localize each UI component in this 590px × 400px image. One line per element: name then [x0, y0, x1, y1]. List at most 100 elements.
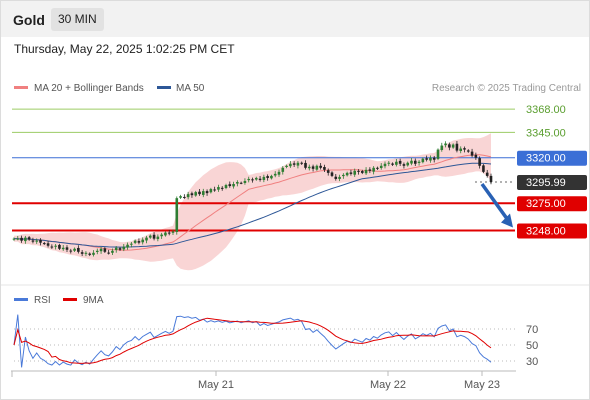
candle	[440, 142, 444, 152]
candle	[160, 232, 163, 239]
candle-body	[463, 148, 466, 150]
resistance-label-3345.00: 3345.00	[526, 127, 566, 139]
candle	[39, 238, 42, 246]
candle	[239, 181, 243, 185]
candle-body	[432, 157, 436, 160]
candle-body	[236, 181, 239, 184]
candle-body	[379, 165, 383, 169]
candle-body	[88, 253, 92, 255]
candle-body	[190, 193, 194, 196]
candle-body	[323, 167, 326, 170]
candle-body	[84, 252, 88, 254]
candle-body	[455, 143, 459, 151]
candle	[103, 247, 107, 254]
candle	[209, 187, 213, 194]
candle	[383, 161, 387, 169]
candle	[466, 149, 470, 153]
candle	[171, 229, 175, 235]
candle-body	[171, 231, 175, 233]
candle	[42, 241, 46, 245]
candle-body	[107, 252, 110, 254]
candle	[95, 248, 99, 255]
candle-body	[262, 176, 266, 180]
candle-body	[145, 237, 148, 241]
ma50-line	[14, 162, 492, 248]
candle	[478, 156, 481, 169]
candle-body	[296, 162, 300, 166]
candle	[349, 169, 353, 176]
candle-body	[58, 244, 61, 249]
rsi-line	[13, 314, 492, 368]
rsi-tick-30: 30	[526, 356, 538, 368]
candle	[387, 161, 391, 167]
candle	[364, 167, 368, 175]
ma20-legend-label: MA 20 + Bollinger Bands	[34, 83, 144, 94]
candle-body	[183, 196, 186, 198]
candle-body	[270, 175, 273, 179]
candle-body	[281, 167, 285, 172]
candle-body	[410, 160, 413, 164]
candle	[190, 191, 194, 198]
candle-body	[448, 144, 451, 148]
candle-body	[35, 240, 39, 242]
candle	[398, 158, 402, 166]
candle	[436, 148, 440, 161]
candle-body	[65, 247, 69, 250]
candle	[304, 160, 307, 170]
instrument-title: Gold	[13, 12, 45, 28]
candle-body	[73, 248, 76, 251]
candle	[474, 152, 478, 160]
candle-body	[179, 196, 182, 198]
candle-body	[417, 161, 421, 163]
candle	[130, 241, 133, 248]
candle-body	[77, 247, 80, 252]
bollinger-band-area	[14, 133, 491, 271]
candle	[46, 240, 50, 248]
candle	[376, 166, 379, 171]
candle	[31, 237, 35, 244]
candle	[220, 186, 224, 191]
candle	[224, 183, 228, 190]
candle	[292, 161, 296, 167]
candle-body	[42, 243, 46, 245]
candle	[270, 174, 273, 180]
pivot-badge-3320.00	[517, 150, 587, 166]
candle	[183, 194, 186, 199]
candle-body	[300, 162, 304, 164]
timeframe-button[interactable]: 30 MIN	[51, 8, 104, 31]
candle-body	[175, 198, 179, 232]
candle	[92, 250, 95, 257]
candle-body	[194, 192, 198, 196]
candle-body	[118, 248, 122, 250]
candle	[77, 245, 80, 254]
candle-body	[466, 150, 470, 152]
candle-body	[198, 191, 201, 195]
candle	[137, 238, 141, 245]
candle	[12, 237, 16, 241]
candle	[258, 176, 262, 182]
candle-body	[402, 164, 406, 166]
candle-body	[387, 162, 391, 164]
candle	[334, 173, 338, 181]
candle	[266, 174, 269, 181]
candle-body	[338, 176, 341, 179]
candle	[273, 171, 277, 178]
candle-body	[114, 247, 118, 250]
ma50-legend-label: MA 50	[176, 83, 205, 94]
candle	[285, 164, 288, 169]
projection-arrow-head	[501, 213, 513, 228]
candle-body	[251, 179, 254, 181]
support-badge-3275.00	[517, 196, 587, 212]
candle-body	[289, 163, 292, 167]
rsi-tick-70: 70	[526, 324, 538, 336]
candle	[58, 243, 61, 250]
candle-body	[345, 172, 349, 176]
candle-body	[315, 165, 319, 170]
candle	[217, 184, 220, 192]
candle-body	[326, 170, 330, 173]
candle	[80, 249, 84, 257]
last-price-badge	[517, 174, 587, 190]
candle	[201, 188, 205, 198]
candle	[99, 247, 103, 254]
